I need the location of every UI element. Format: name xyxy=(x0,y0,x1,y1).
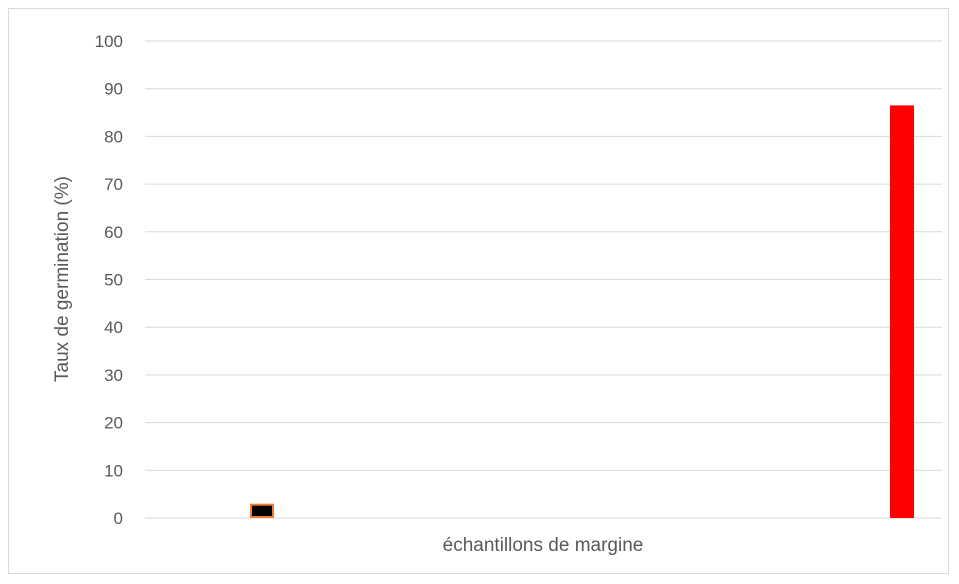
gridlines xyxy=(145,40,942,519)
chart-frame xyxy=(8,8,949,574)
y-tick-label: 30 xyxy=(104,366,123,385)
y-tick-label: 80 xyxy=(104,127,123,146)
y-tick-labels: 0 10 20 30 40 50 60 70 80 90 100 xyxy=(95,32,123,528)
y-tick-label: 40 xyxy=(104,318,123,337)
y-tick-label: 10 xyxy=(104,461,123,480)
y-tick-label: 0 xyxy=(114,509,123,528)
y-axis-label: Taux de germination (%) xyxy=(52,176,73,382)
y-tick-label: 70 xyxy=(104,175,123,194)
bar-2 xyxy=(890,105,914,519)
y-tick-label: 100 xyxy=(95,32,123,51)
y-tick-label: 60 xyxy=(104,223,123,242)
y-tick-label: 90 xyxy=(104,80,123,99)
bar-1 xyxy=(250,503,274,519)
bars xyxy=(250,105,914,519)
y-tick-label: 20 xyxy=(104,414,123,433)
x-axis-label: échantillons de margine xyxy=(443,535,644,556)
y-tick-label: 50 xyxy=(104,271,123,290)
